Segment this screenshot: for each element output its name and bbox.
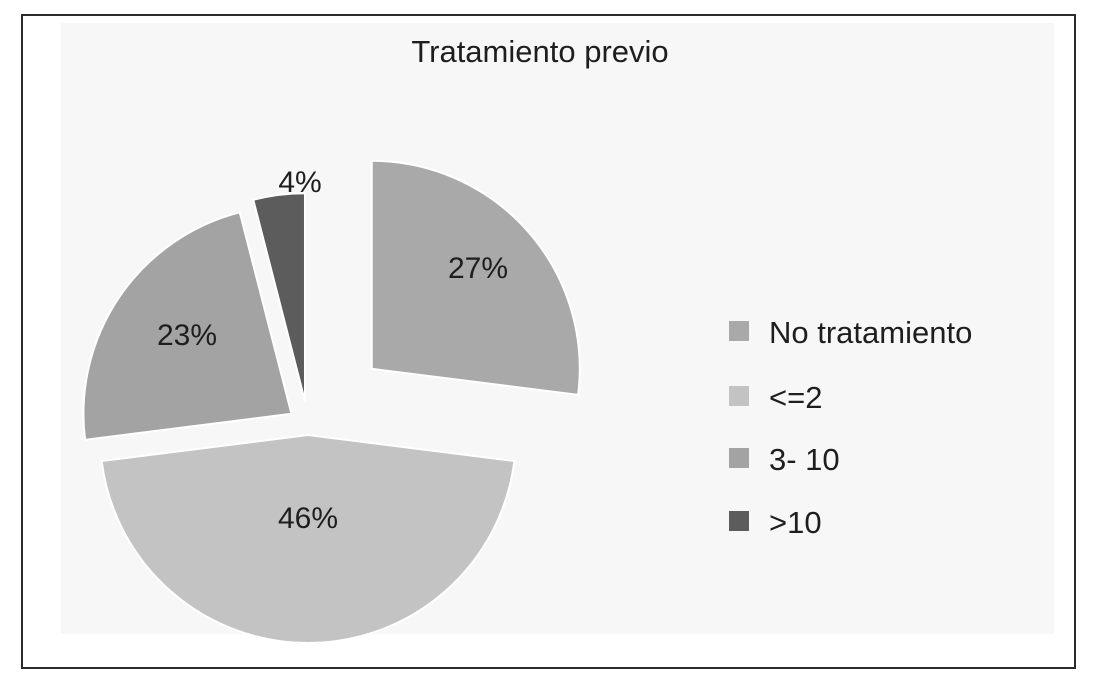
pie-slice-no-tratamiento (370, 159, 581, 396)
legend-label-2: <=2 (769, 380, 822, 415)
legend-swatch-2 (729, 386, 749, 406)
pie-slice-2 (100, 433, 516, 644)
legend-swatch-no-tratamiento (729, 321, 749, 341)
data-label-10: 4% (278, 166, 321, 199)
legend-label-3-10: 3- 10 (769, 442, 840, 477)
pie-data-labels: 27% 46% 23% 4% (157, 166, 508, 535)
legend-swatch-10 (729, 511, 749, 531)
legend-label-no-tratamiento: No tratamiento (769, 315, 972, 350)
chart-title: Tratamiento previo (411, 34, 668, 69)
legend-label-10: >10 (769, 505, 822, 540)
pie-slices (82, 159, 581, 644)
legend: No tratamiento <=2 3- 10 >10 (729, 315, 972, 540)
legend-swatch-3-10 (729, 448, 749, 468)
pie-slice-3-10 (82, 211, 293, 441)
data-label-no-tratamiento: 27% (448, 252, 508, 285)
data-label-2: 46% (278, 502, 338, 535)
data-label-3-10: 23% (157, 319, 217, 352)
pie-slice-10 (252, 192, 306, 402)
